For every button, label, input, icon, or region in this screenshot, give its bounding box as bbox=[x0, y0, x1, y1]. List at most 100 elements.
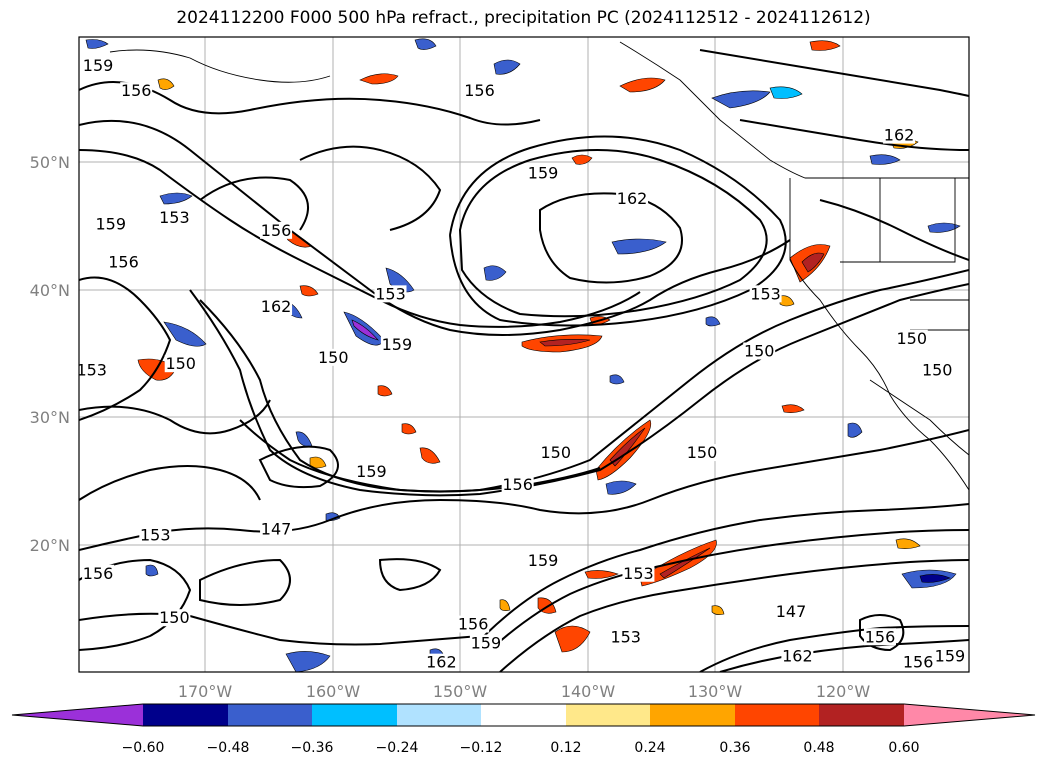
contour-label: 150 bbox=[744, 342, 775, 361]
contour-label-bg bbox=[164, 355, 197, 373]
colorbar-segment bbox=[904, 704, 1035, 726]
colorbar: −0.60 −0.48 −0.36 −0.24 −0.12 0.12 0.24 … bbox=[11, 703, 1036, 756]
contour-label: 150 bbox=[165, 354, 196, 373]
lat-label: 20°N bbox=[30, 536, 70, 555]
contour-label-bg bbox=[425, 653, 458, 671]
contour-label: 150 bbox=[922, 361, 953, 380]
map-frame bbox=[78, 36, 970, 673]
contour-label-bg bbox=[120, 82, 153, 100]
contour-label: 162 bbox=[884, 126, 915, 145]
colorbar-segment bbox=[228, 704, 312, 726]
contour-label: 150 bbox=[541, 443, 572, 462]
contour-label: 150 bbox=[159, 608, 190, 627]
contour-label-bg bbox=[139, 526, 172, 544]
colorbar-segment bbox=[143, 704, 228, 726]
contour-label-bg bbox=[374, 285, 407, 303]
contour-label-bg bbox=[107, 253, 140, 271]
lon-label: 130°W bbox=[688, 682, 743, 701]
lat-label: 30°N bbox=[30, 408, 70, 427]
contour-label-bg bbox=[317, 348, 350, 366]
contour-label-bg bbox=[355, 463, 388, 481]
contour-label: 156 bbox=[458, 615, 489, 634]
contour-label: 147 bbox=[261, 519, 292, 538]
contour-label-bg bbox=[260, 298, 293, 316]
contour-label-bg bbox=[686, 444, 718, 462]
contour-label-bg bbox=[622, 564, 655, 582]
contour-label: 153 bbox=[610, 627, 641, 646]
contour-label-bg bbox=[902, 653, 935, 671]
lat-label: 40°N bbox=[30, 281, 70, 300]
colorbar-segment bbox=[735, 704, 819, 726]
colorbar-tick-label: 0.48 bbox=[803, 740, 834, 756]
colorbar-segment bbox=[312, 704, 397, 726]
contour-label: 156 bbox=[108, 253, 139, 272]
contour-label: 162 bbox=[426, 653, 457, 672]
colorbar-outline bbox=[11, 703, 1036, 727]
lon-label: 170°W bbox=[178, 682, 233, 701]
contour-label-bg bbox=[79, 361, 108, 379]
contour-label-bg bbox=[260, 221, 293, 239]
colorbar-segment bbox=[819, 704, 904, 726]
contour-label-bg bbox=[743, 342, 776, 360]
colorbar-segment bbox=[397, 704, 481, 726]
lon-label: 140°W bbox=[561, 682, 616, 701]
contour-label: 150 bbox=[318, 348, 349, 367]
contour-label: 147 bbox=[776, 602, 807, 621]
contour-label: 150 bbox=[897, 329, 928, 348]
contour-label: 153 bbox=[623, 564, 654, 583]
contour-label-bg bbox=[609, 628, 642, 646]
contour-label-bg bbox=[527, 164, 560, 182]
colorbar-tick-label: −0.60 bbox=[122, 740, 165, 756]
contour-label-bg bbox=[82, 564, 115, 582]
colorbar-tick-label: 0.12 bbox=[550, 740, 581, 756]
contour-label: 159 bbox=[83, 56, 114, 75]
colorbar-segment bbox=[481, 704, 566, 726]
refractivity-contours bbox=[79, 49, 969, 672]
contour-label: 162 bbox=[782, 646, 813, 665]
contour-label: 159 bbox=[96, 215, 127, 234]
contour-label-bg bbox=[158, 209, 191, 227]
contour-label: 156 bbox=[261, 221, 292, 240]
latitude-labels: 50°N 40°N 30°N 20°N bbox=[30, 153, 70, 555]
contour-label-bg bbox=[616, 190, 649, 208]
contour-label: 153 bbox=[140, 526, 171, 545]
contour-label: 156 bbox=[83, 564, 114, 583]
colorbar-segment bbox=[650, 704, 735, 726]
contour-label: 153 bbox=[750, 284, 781, 303]
contour-label: 159 bbox=[356, 462, 387, 481]
coastlines bbox=[109, 41, 969, 491]
contour-label: 153 bbox=[375, 284, 406, 303]
contour-label-bg bbox=[883, 126, 916, 144]
contour-label-bg bbox=[94, 215, 127, 233]
contour-label: 156 bbox=[502, 475, 533, 494]
contour-label: 162 bbox=[617, 189, 648, 208]
colorbar-tick-labels: −0.60 −0.48 −0.36 −0.24 −0.12 0.12 0.24 … bbox=[122, 740, 920, 756]
contour-label-bg bbox=[457, 615, 490, 633]
contour-label-bg bbox=[775, 602, 807, 620]
contour-label-bg bbox=[260, 520, 293, 538]
contour-label-bg bbox=[469, 634, 502, 652]
contour-label: 156 bbox=[903, 653, 934, 672]
contour-label-bg bbox=[501, 475, 534, 493]
colorbar-tick-label: −0.48 bbox=[207, 740, 250, 756]
contour-label-bg bbox=[921, 361, 954, 379]
contour-label-bg bbox=[933, 647, 966, 665]
colorbar-tick-label: 0.24 bbox=[634, 740, 665, 756]
colorbar-tick-label: −0.12 bbox=[460, 740, 503, 756]
contour-label: 159 bbox=[935, 646, 966, 665]
contour-label: 159 bbox=[471, 634, 502, 653]
contour-label: 159 bbox=[528, 551, 559, 570]
contour-label-bg bbox=[781, 647, 814, 665]
contour-label: 156 bbox=[121, 81, 152, 100]
contour-label-bg bbox=[864, 628, 896, 646]
contour-label-bg bbox=[158, 609, 191, 627]
contour-label: 156 bbox=[865, 627, 896, 646]
lat-label: 50°N bbox=[30, 153, 70, 172]
lon-label: 150°W bbox=[433, 682, 488, 701]
contour-label: 162 bbox=[261, 297, 292, 316]
colorbar-segment bbox=[566, 704, 650, 726]
colorbar-tick-label: 0.36 bbox=[719, 740, 750, 756]
